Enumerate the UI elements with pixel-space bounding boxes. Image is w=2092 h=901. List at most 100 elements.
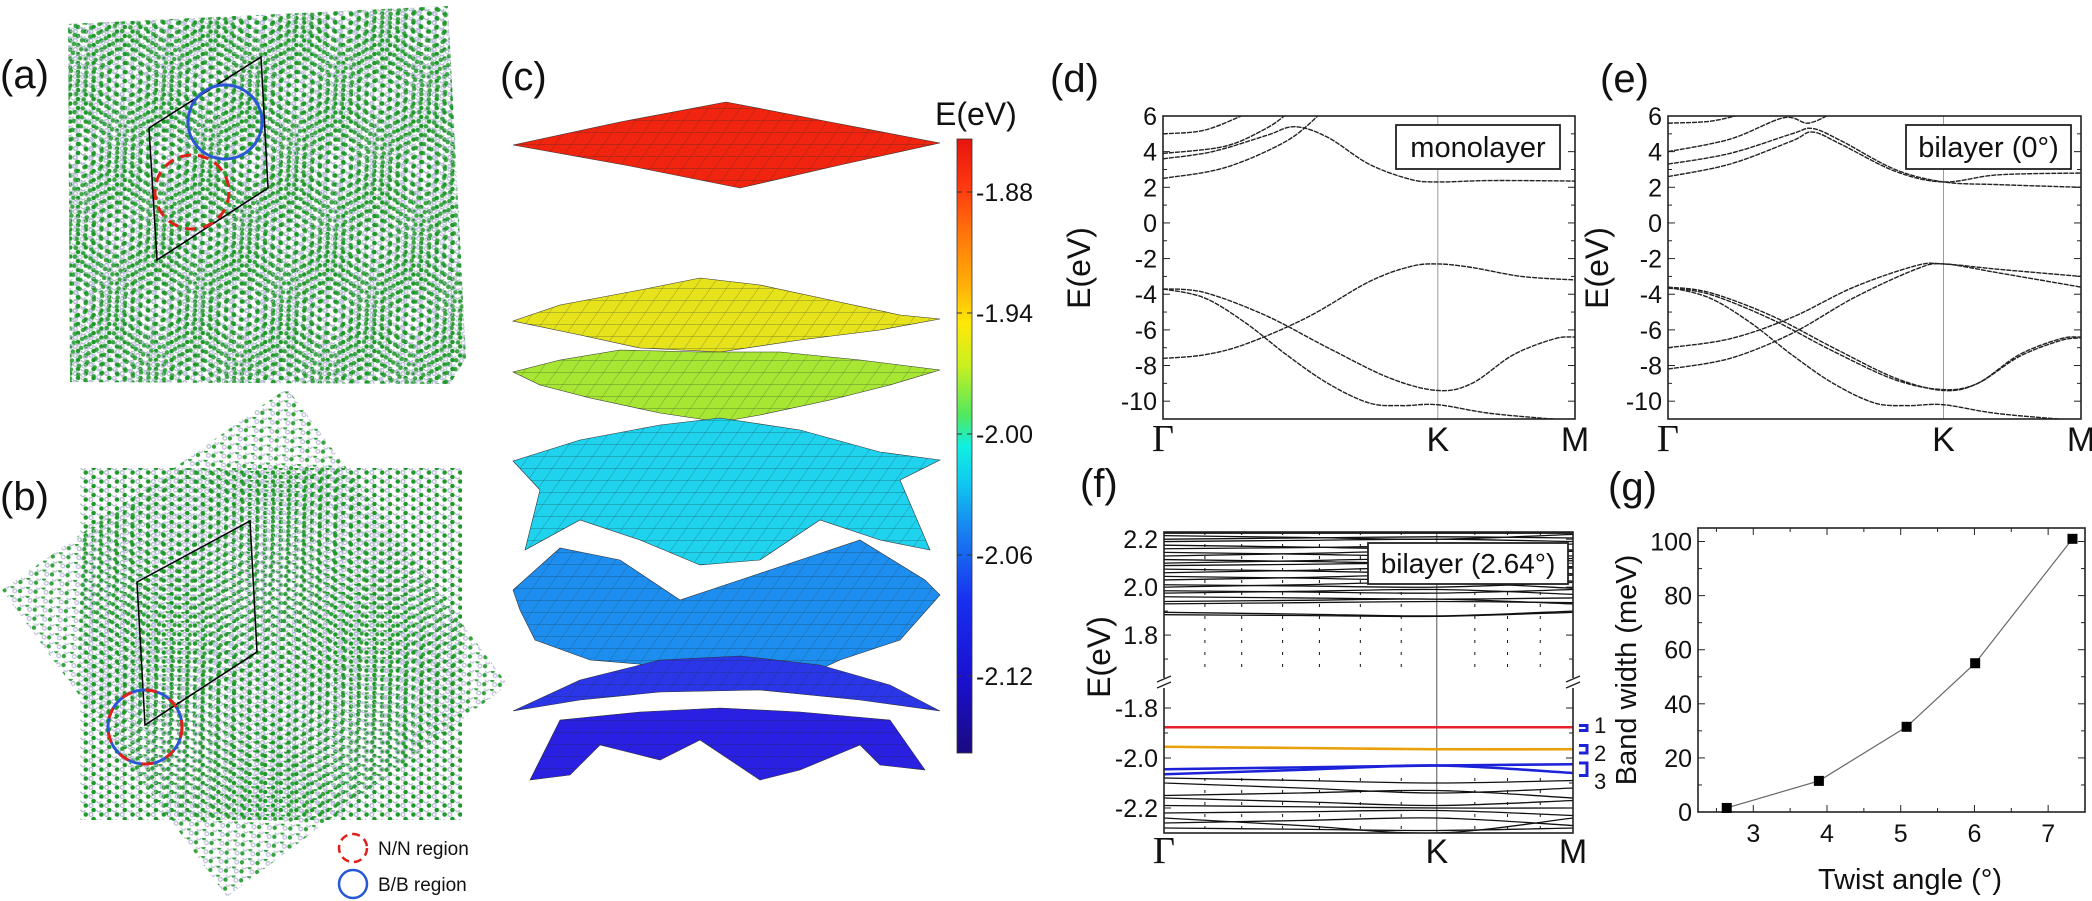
colorbar-tick-label: -2.00 bbox=[976, 421, 1033, 449]
x-tick-label: 5 bbox=[1894, 820, 1908, 848]
legend-bb-label: B/B region bbox=[378, 875, 467, 896]
surface-mesh bbox=[513, 540, 940, 688]
colorbar-tick-label: -2.06 bbox=[976, 542, 1033, 570]
band-line bbox=[1164, 817, 1573, 827]
surface-mesh bbox=[530, 708, 925, 780]
y-tick-label: 80 bbox=[1664, 583, 1692, 611]
band-line bbox=[1668, 116, 1738, 124]
band-line bbox=[1164, 533, 1573, 540]
bands bbox=[1668, 116, 2081, 419]
legend-nn-label: N/N region bbox=[378, 839, 469, 860]
x-tick-label: 4 bbox=[1820, 820, 1834, 848]
y-tick-label: 2.2 bbox=[1123, 526, 1158, 554]
x-axis-title: Twist angle (°) bbox=[1818, 864, 2002, 896]
band-line bbox=[1668, 286, 2068, 419]
axis-break-mark bbox=[1156, 675, 1172, 689]
band-line bbox=[1164, 827, 1573, 832]
panel-g: (g) 3 4 5 6 7 0 20 40 60 80 100 Twist angle (°) Band… bbox=[1608, 465, 2086, 896]
axis-break-mark bbox=[1565, 675, 1581, 689]
band-line bbox=[1164, 789, 1573, 799]
y-tick-label: 100 bbox=[1650, 529, 1692, 557]
panel-g-label: (g) bbox=[1608, 465, 1657, 509]
y-tick-label: -10 bbox=[1121, 388, 1157, 416]
data-point bbox=[2067, 533, 2078, 544]
band-line bbox=[1164, 538, 1573, 543]
x-tick-label: 3 bbox=[1746, 820, 1760, 848]
bands bbox=[1163, 116, 1575, 419]
band-number-label: 2 bbox=[1594, 741, 1606, 766]
lattice-b bbox=[2, 388, 508, 897]
band-number-label: 3 bbox=[1594, 769, 1606, 794]
y-tick-label: 20 bbox=[1664, 745, 1692, 773]
k-point-label: Γ bbox=[1152, 418, 1174, 460]
y-tick-label: 4 bbox=[1648, 139, 1662, 167]
band-line bbox=[1163, 288, 1562, 419]
band-number-label: 1 bbox=[1594, 713, 1606, 738]
y-tick-label: -6 bbox=[1135, 317, 1157, 345]
plot-frame bbox=[1697, 527, 2086, 813]
y-tick-label: 0 bbox=[1143, 210, 1157, 238]
panel-d-label: (d) bbox=[1050, 57, 1099, 101]
series-line bbox=[1726, 538, 2073, 809]
band-line bbox=[1163, 116, 1243, 135]
colorbar bbox=[956, 138, 973, 754]
inset-label-box bbox=[1367, 542, 1569, 585]
panel-b: (b) N/N region B/B region bbox=[0, 388, 508, 900]
moire-unit-cell bbox=[136, 519, 258, 727]
y-tick-label: 2 bbox=[1143, 174, 1157, 202]
y-tick-label: -8 bbox=[1640, 353, 1662, 381]
panel-c-label: (c) bbox=[500, 55, 547, 99]
panel-e: (e) 6 4 2 0 -2 -4 -6 -8 -10Γ K M E(eV) bilayer (0°) bbox=[1579, 57, 2092, 460]
panel-a: (a) bbox=[0, 6, 466, 384]
axis-break-gap bbox=[1160, 678, 1168, 688]
band-line bbox=[1668, 131, 2081, 183]
x-tick-label: 6 bbox=[1967, 820, 1981, 848]
x-tick-label: 7 bbox=[2041, 820, 2055, 848]
colorbar-title: E(eV) bbox=[935, 96, 1017, 132]
band-line bbox=[1164, 611, 1573, 618]
band-line bbox=[1163, 263, 1575, 360]
legend-bb-marker bbox=[337, 868, 369, 900]
y-tick-label: -2 bbox=[1135, 246, 1157, 274]
k-point-label: Γ bbox=[1657, 418, 1679, 460]
panel-c: (c) E(eV) -1.88 -1.94 -2.00 -2.06 -2.12 bbox=[500, 55, 1033, 781]
surface-mesh bbox=[513, 350, 940, 422]
y-tick-label: 2.0 bbox=[1123, 574, 1158, 602]
panel-a-label: (a) bbox=[0, 53, 49, 97]
band-bracket-1 bbox=[1579, 724, 1589, 732]
k-point-label: K bbox=[1426, 421, 1449, 459]
band-line bbox=[1163, 125, 1575, 183]
y-tick-label: -10 bbox=[1626, 388, 1662, 416]
surface-mesh bbox=[513, 102, 940, 188]
legend-nn-marker bbox=[337, 832, 369, 864]
panel-f-label: (f) bbox=[1080, 462, 1118, 506]
band-bracket-3 bbox=[1579, 761, 1589, 777]
surface-mesh bbox=[513, 278, 940, 352]
nn-region-circle bbox=[106, 688, 184, 766]
plot-frame bbox=[1162, 115, 1576, 420]
band-line bbox=[1164, 588, 1573, 594]
k-point-label: K bbox=[1425, 833, 1448, 871]
highlighted-band-2 bbox=[1164, 745, 1573, 751]
colorbar-tick-label: -1.88 bbox=[976, 179, 1033, 207]
inset-label: monolayer bbox=[1410, 132, 1546, 164]
band-line bbox=[1163, 116, 1286, 155]
k-point-label: M bbox=[1561, 421, 1589, 459]
band-surfaces bbox=[511, 101, 942, 781]
k-point-label: M bbox=[2067, 421, 2092, 459]
y-tick-label: -1.8 bbox=[1115, 695, 1158, 723]
band-line bbox=[1668, 127, 2081, 188]
y-tick-label: -2.0 bbox=[1115, 745, 1158, 773]
bb-region-circle bbox=[186, 83, 264, 161]
legend: N/N region B/B region bbox=[337, 832, 469, 900]
surface-mesh bbox=[513, 418, 940, 565]
highlighted-band-3 bbox=[1164, 764, 1573, 776]
band-line bbox=[1164, 817, 1573, 833]
y-tick-label: -4 bbox=[1135, 281, 1157, 309]
y-axis-title: E(eV) bbox=[1081, 616, 1117, 698]
band-line bbox=[1163, 288, 1575, 392]
data-point bbox=[1901, 721, 1912, 732]
colorbar-tick-label: -1.94 bbox=[976, 300, 1033, 328]
